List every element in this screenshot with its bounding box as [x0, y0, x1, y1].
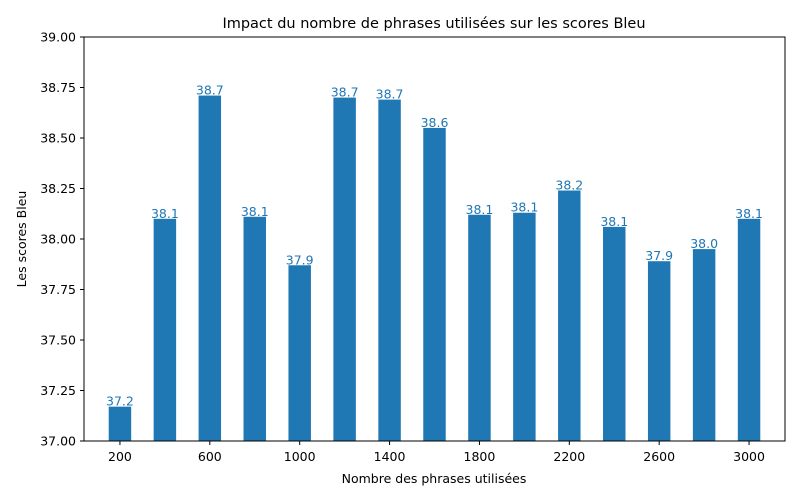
data-label: 38.1 — [466, 202, 494, 217]
bar — [153, 218, 177, 441]
data-label: 38.1 — [510, 200, 538, 215]
x-tick-label: 3000 — [733, 449, 765, 464]
data-label: 38.7 — [331, 85, 359, 100]
data-label: 38.1 — [735, 206, 763, 221]
y-tick-label: 38.75 — [40, 80, 76, 95]
bar — [513, 212, 536, 441]
x-axis-label: Nombre des phrases utilisées — [342, 471, 527, 486]
data-labels: 37.2 38.1 38.7 38.1 37.9 38.7 38.7 38.6 38.1 38.1… — [106, 83, 763, 409]
data-label: 37.9 — [645, 248, 673, 263]
x-tick-label: 200 — [108, 449, 132, 464]
data-label: 38.2 — [555, 178, 583, 193]
data-label: 38.1 — [151, 206, 179, 221]
bar — [603, 226, 626, 441]
x-tick-label: 2600 — [643, 449, 675, 464]
y-tick-label: 38.50 — [40, 131, 76, 146]
data-label: 38.1 — [241, 204, 269, 219]
data-label: 38.7 — [196, 83, 224, 98]
bar — [468, 214, 491, 441]
bar — [243, 216, 266, 441]
x-tick-label: 1000 — [284, 449, 316, 464]
data-label: 37.9 — [286, 252, 314, 267]
data-label: 38.6 — [421, 115, 449, 130]
y-tick-label: 37.00 — [40, 434, 76, 449]
bar — [108, 406, 132, 441]
x-tick-label: 600 — [198, 449, 222, 464]
y-tick-label: 37.50 — [40, 333, 76, 348]
data-label: 38.0 — [690, 236, 718, 251]
x-axis-ticks: 200 600 1000 1400 1800 2200 2600 3000 — [108, 441, 765, 464]
y-tick-label: 38.25 — [40, 181, 76, 196]
bar — [423, 127, 446, 442]
data-label: 38.7 — [376, 87, 404, 102]
y-tick-label: 37.25 — [40, 383, 76, 398]
bar — [378, 99, 401, 442]
y-axis-ticks: 37.00 37.25 37.50 37.75 38.00 38.25 38.50 38.75… — [40, 30, 84, 449]
y-tick-label: 39.00 — [40, 30, 76, 45]
x-tick-label: 2200 — [553, 449, 585, 464]
plot-frame — [83, 36, 786, 442]
data-label: 37.2 — [106, 394, 134, 409]
bar — [558, 190, 581, 441]
bar — [692, 249, 716, 441]
bar — [737, 218, 761, 441]
y-axis-label: Les scores Bleu — [14, 191, 29, 288]
bar — [647, 261, 671, 441]
chart-title: Impact du nombre de phrases utilisées su… — [222, 16, 645, 32]
bar — [333, 97, 356, 441]
bars — [108, 95, 761, 442]
bar — [198, 95, 222, 441]
y-tick-label: 37.75 — [40, 282, 76, 297]
x-tick-label: 1400 — [374, 449, 406, 464]
bar — [288, 265, 311, 441]
y-tick-label: 38.00 — [40, 232, 76, 247]
x-tick-label: 1800 — [464, 449, 496, 464]
data-label: 38.1 — [600, 214, 628, 229]
